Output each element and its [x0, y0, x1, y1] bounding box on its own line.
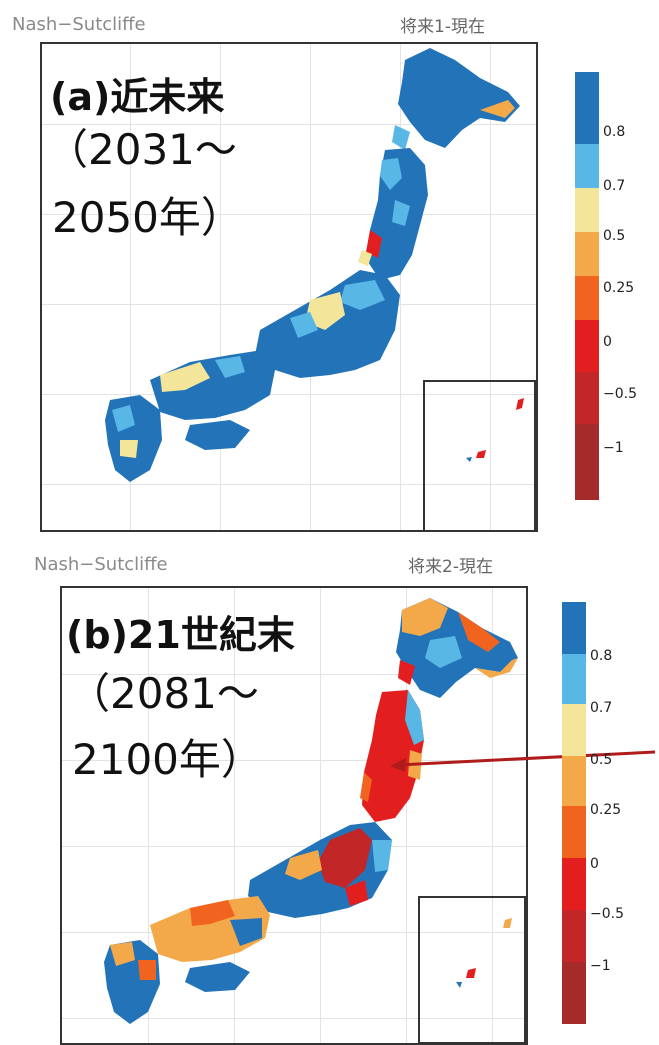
color-legend: [575, 72, 599, 500]
japan-map-near-future: [105, 48, 524, 482]
legend-tick: 0.25: [590, 802, 622, 818]
scenario-label: 将来2-現在: [408, 557, 493, 577]
legend-tick: −1: [590, 958, 611, 974]
okinawa-inset: [418, 896, 526, 1044]
period-line-2: 2050年）: [52, 193, 243, 242]
color-legend: [562, 602, 586, 1024]
legend-tick: 0.7: [603, 178, 626, 194]
legend-tick: 0.8: [590, 648, 613, 664]
legend-tick: 0.25: [603, 280, 635, 296]
legend-tick: −0.5: [590, 906, 624, 922]
legend-tick: 0.7: [590, 700, 613, 716]
arrow-line: [397, 750, 656, 767]
legend-tick: 0.5: [590, 752, 613, 768]
legend-tick: 0.5: [603, 228, 626, 244]
metric-label: Nash−Sutcliffe: [34, 554, 168, 575]
legend-tick: −1: [603, 440, 624, 456]
panel-end-of-century: Nash−Sutcliffe 将来2-現在: [0, 540, 659, 1045]
arrow-head: [390, 758, 406, 772]
legend-tick: −0.5: [603, 386, 637, 402]
panel-title: (b)21世紀末: [66, 613, 295, 657]
period-line-1: （2031～: [46, 125, 237, 174]
metric-label: Nash−Sutcliffe: [12, 14, 146, 35]
panel-title: (a)近未来: [50, 75, 225, 119]
period-line-2: 2100年）: [72, 735, 263, 784]
period-line-1: （2081～: [68, 669, 259, 718]
scenario-label: 将来1-現在: [400, 17, 485, 37]
legend-tick: 0.8: [603, 124, 626, 140]
okinawa-inset: [423, 380, 536, 532]
panel-near-future: Nash−Sutcliffe 将来1-現在: [12, 14, 637, 532]
legend-tick: 0: [603, 334, 612, 350]
legend-tick: 0: [590, 856, 599, 872]
japan-map-end-of-century: [104, 598, 656, 1024]
